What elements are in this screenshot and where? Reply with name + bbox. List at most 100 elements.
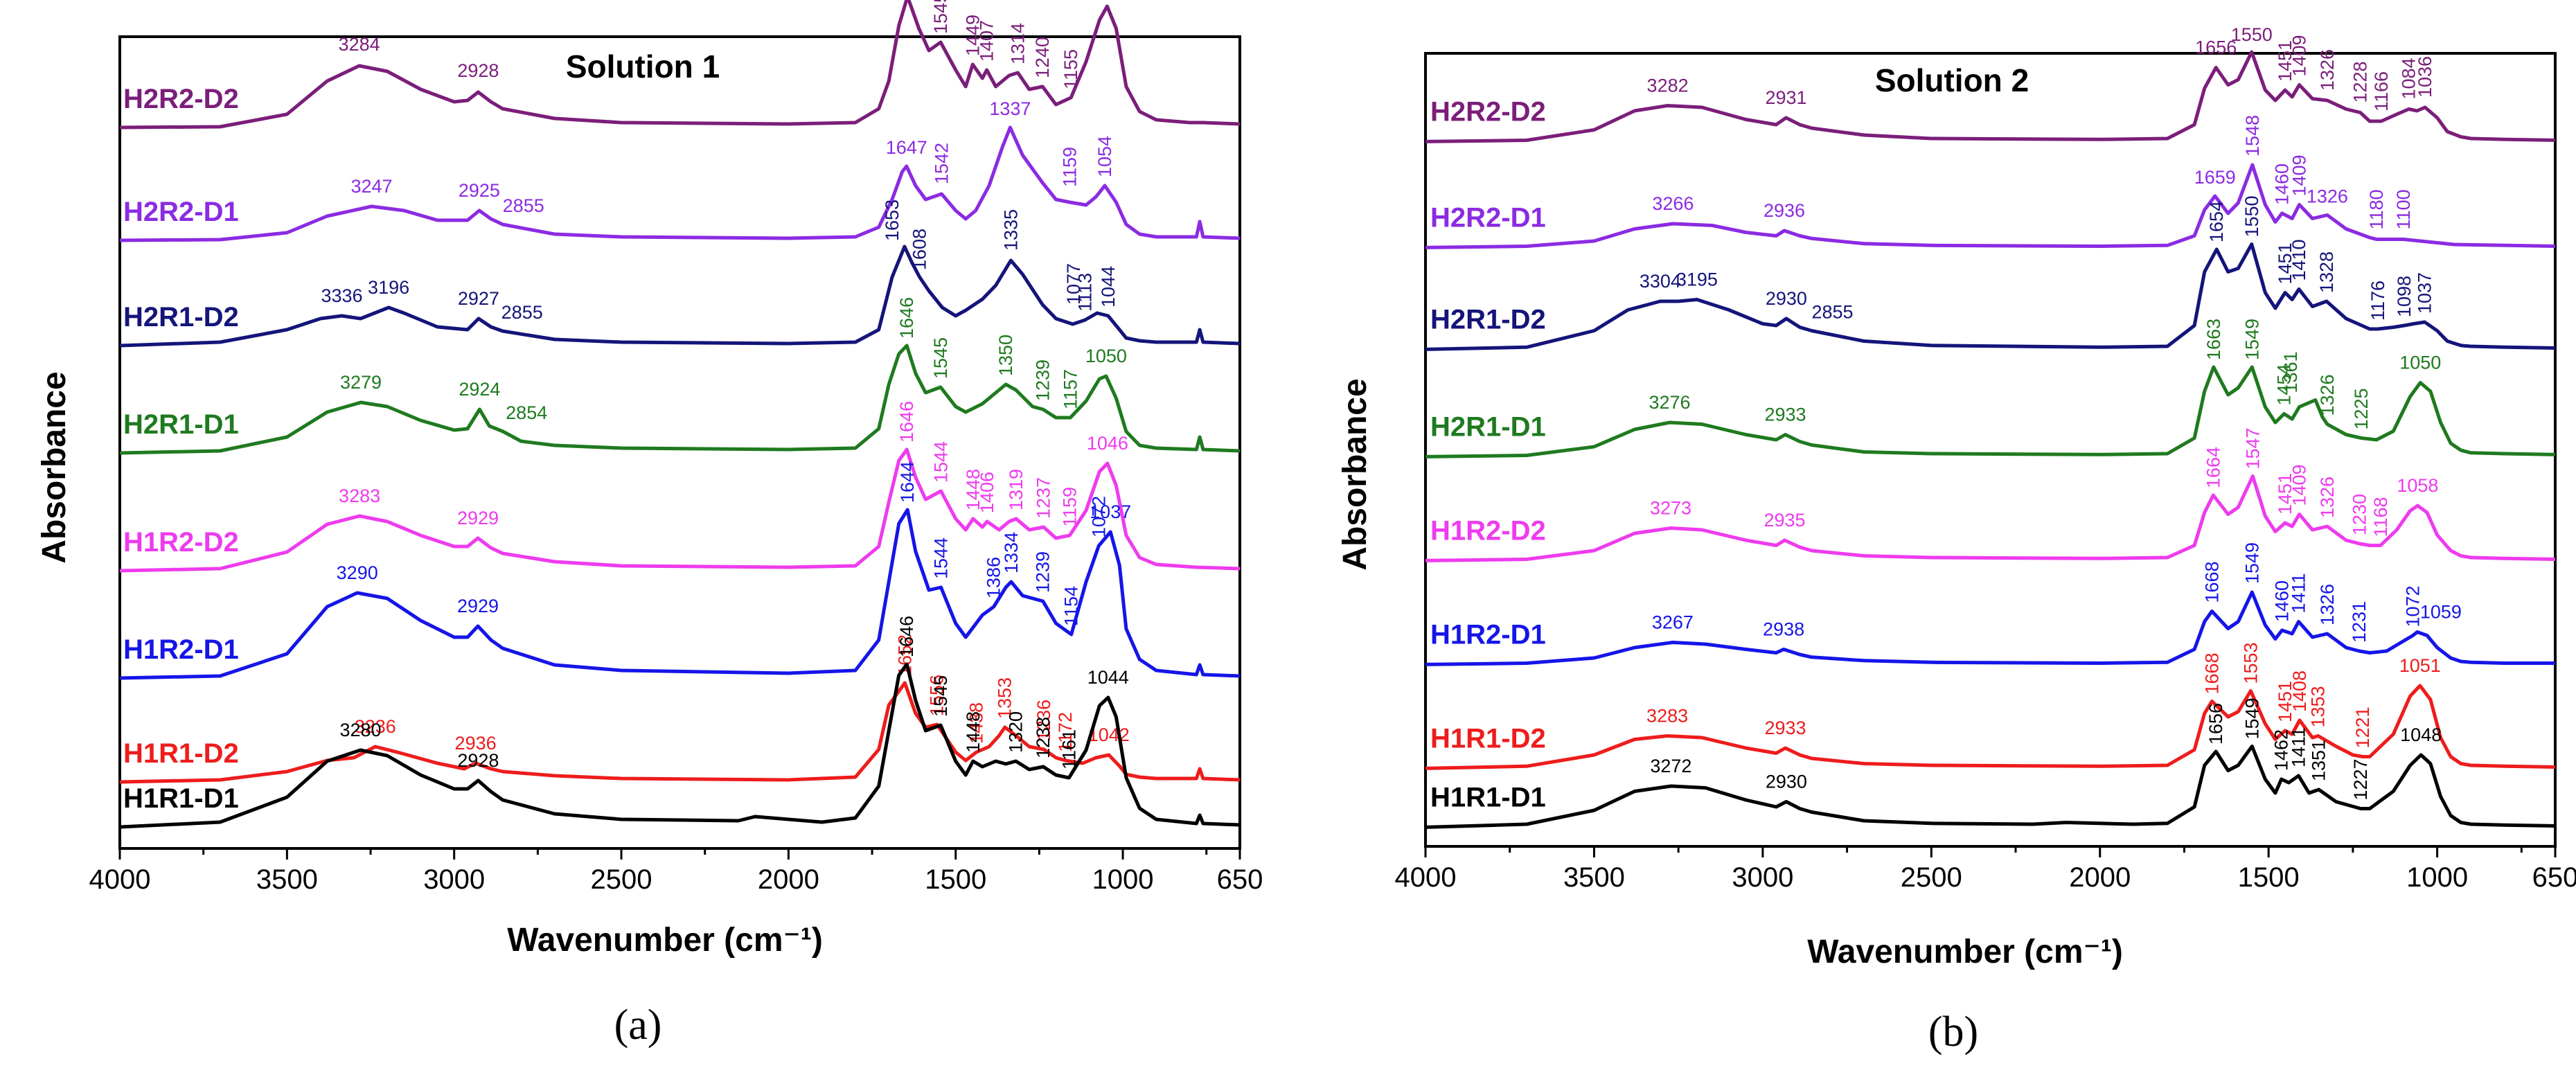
peak-label: 1408 xyxy=(2289,670,2310,712)
peak-label: 1227 xyxy=(2350,758,2371,800)
peak-label: 1454 xyxy=(2274,364,2295,405)
peak-label: 1154 xyxy=(1061,586,1082,626)
peak-label: 1072 xyxy=(2403,585,2424,627)
series-label: H2R1-D2 xyxy=(123,302,239,332)
peak-label: 1663 xyxy=(2203,319,2224,360)
peak-label: 1411 xyxy=(2289,727,2309,767)
peak-label: 1240 xyxy=(1032,37,1053,78)
peak-label: 1230 xyxy=(2350,494,2370,535)
peak-label: 1172 xyxy=(1055,712,1076,752)
peak-label: 3273 xyxy=(1650,498,1691,519)
peak-label: 1166 xyxy=(2371,71,2392,112)
x-tick-label: 2500 xyxy=(591,864,652,895)
x-tick-label: 650 xyxy=(1217,864,1263,895)
panel-label: (a) xyxy=(614,1002,662,1049)
series-label: H1R1-D1 xyxy=(123,783,239,814)
peak-label: 1449 xyxy=(962,15,983,56)
spectrum-line-h1r1-d1 xyxy=(119,662,1241,829)
series-label: H1R2-D2 xyxy=(1430,515,1546,546)
peak-label: 1542 xyxy=(931,143,952,184)
peak-label: 1159 xyxy=(1059,147,1080,187)
x-axis-ticks: 4000 3500 3000 2500 2000 1500 1000 650 xyxy=(89,848,1263,895)
peak-label: 2927 xyxy=(458,288,499,309)
peak-label: 3279 xyxy=(340,372,382,393)
x-tick-label: 4000 xyxy=(1395,862,1457,893)
panel-a-chart: Solution 1 Absorbance Wavenumber (cm⁻¹) … xyxy=(36,0,1263,1049)
peak-label: 1653 xyxy=(882,199,903,241)
peak-label: 2929 xyxy=(457,508,499,528)
x-tick-label: 2000 xyxy=(758,864,819,895)
peak-label: 1176 xyxy=(2368,281,2388,321)
series-label: H1R2-D1 xyxy=(123,634,239,665)
peak-label: 1048 xyxy=(2400,724,2442,745)
peak-label: 1113 xyxy=(1075,273,1096,312)
peak-label: 1438 xyxy=(966,702,987,744)
series-label: H1R2-D1 xyxy=(1430,619,1546,650)
peak-label: 3304 xyxy=(1640,271,1681,292)
peak-label: 1228 xyxy=(2350,61,2371,103)
peak-label: 1548 xyxy=(2242,115,2263,157)
x-tick-label: 3000 xyxy=(1732,862,1793,893)
peak-label: 1050 xyxy=(2399,353,2441,373)
peak-label: 1646 xyxy=(896,401,917,443)
plot-frame xyxy=(118,35,1241,850)
peak-label: 2924 xyxy=(459,379,500,400)
panel-b-chart: Solution 2 Absorbance Wavenumber (cm⁻¹) … xyxy=(1337,24,2576,1056)
spectrum-line-h2r1-d1 xyxy=(119,344,1241,455)
peak-label: 1386 xyxy=(984,557,1004,598)
peak-label: 1238 xyxy=(1033,717,1054,758)
peak-label: 1326 xyxy=(2317,584,2338,625)
spectrum-line-h1r1-d2 xyxy=(1425,684,2556,770)
x-axis-ticks: 4000 3500 3000 2500 2000 1500 1000 650 xyxy=(1395,846,2576,893)
plot-frame xyxy=(1424,52,2557,848)
peak-label: 1319 xyxy=(1006,469,1027,510)
x-tick-label: 650 xyxy=(2532,862,2576,893)
peak-label: 1556 xyxy=(927,675,948,716)
peak-label: 1409 xyxy=(2289,464,2310,506)
peak-label: 3283 xyxy=(1646,706,1688,727)
spectrum-line-h2r1-d2 xyxy=(119,244,1241,348)
peak-label: 1448 xyxy=(963,711,984,753)
peak-label: 1608 xyxy=(909,229,930,270)
spectrum-line-h2r2-d2 xyxy=(1425,50,2556,143)
peak-label: 3266 xyxy=(1652,193,1694,214)
peak-label: 1411 xyxy=(2289,573,2309,613)
peak-label: 3196 xyxy=(368,277,409,298)
peak-label: 1326 xyxy=(2307,186,2348,207)
peak-label: 2930 xyxy=(1766,772,1807,792)
peak-label: 1320 xyxy=(1006,711,1027,753)
series-label: H2R2-D2 xyxy=(1430,96,1546,127)
peak-label: 1058 xyxy=(2397,475,2438,496)
peak-label: 1037 xyxy=(1090,501,1131,522)
peak-label: 1046 xyxy=(1087,433,1128,454)
peak-label: 1668 xyxy=(2201,652,2222,694)
peak-label: 1237 xyxy=(1033,477,1054,519)
peak-label: 1326 xyxy=(2317,49,2338,91)
peak-label: 2855 xyxy=(1811,302,1853,323)
series-label: H2R2-D1 xyxy=(1430,202,1546,233)
peak-label: 1406 xyxy=(977,472,997,513)
spectrum-line-h1r2-d1 xyxy=(119,508,1241,680)
peak-label: 1050 xyxy=(1085,346,1127,366)
peak-label: 1656 xyxy=(2205,703,2226,745)
peak-label: 1451 xyxy=(2275,681,2295,722)
series-label: H1R2-D2 xyxy=(123,527,239,558)
peak-label: 1462 xyxy=(2271,729,2292,771)
peak-label: 1545 xyxy=(930,675,951,717)
peak-label: 1221 xyxy=(2352,706,2373,748)
peak-label: 3284 xyxy=(339,34,380,55)
x-axis-title: Wavenumber (cm⁻¹) xyxy=(507,922,823,959)
x-axis-title: Wavenumber (cm⁻¹) xyxy=(1807,934,2123,970)
peak-label: 2855 xyxy=(501,302,543,323)
x-tick-label: 2000 xyxy=(2069,862,2131,893)
peak-label: 1326 xyxy=(2317,477,2338,518)
peak-label: 1051 xyxy=(2399,655,2441,676)
peak-label: 1550 xyxy=(2231,24,2273,45)
peak-label: 3236 xyxy=(355,716,396,737)
peak-label: 1407 xyxy=(977,20,997,62)
series-label: H1R1-D2 xyxy=(1430,723,1546,754)
peak-label: 1361 xyxy=(2280,351,2301,393)
peak-label: 1334 xyxy=(1001,532,1022,573)
peak-label: 1328 xyxy=(2316,251,2337,293)
peak-label: 3247 xyxy=(350,176,392,197)
